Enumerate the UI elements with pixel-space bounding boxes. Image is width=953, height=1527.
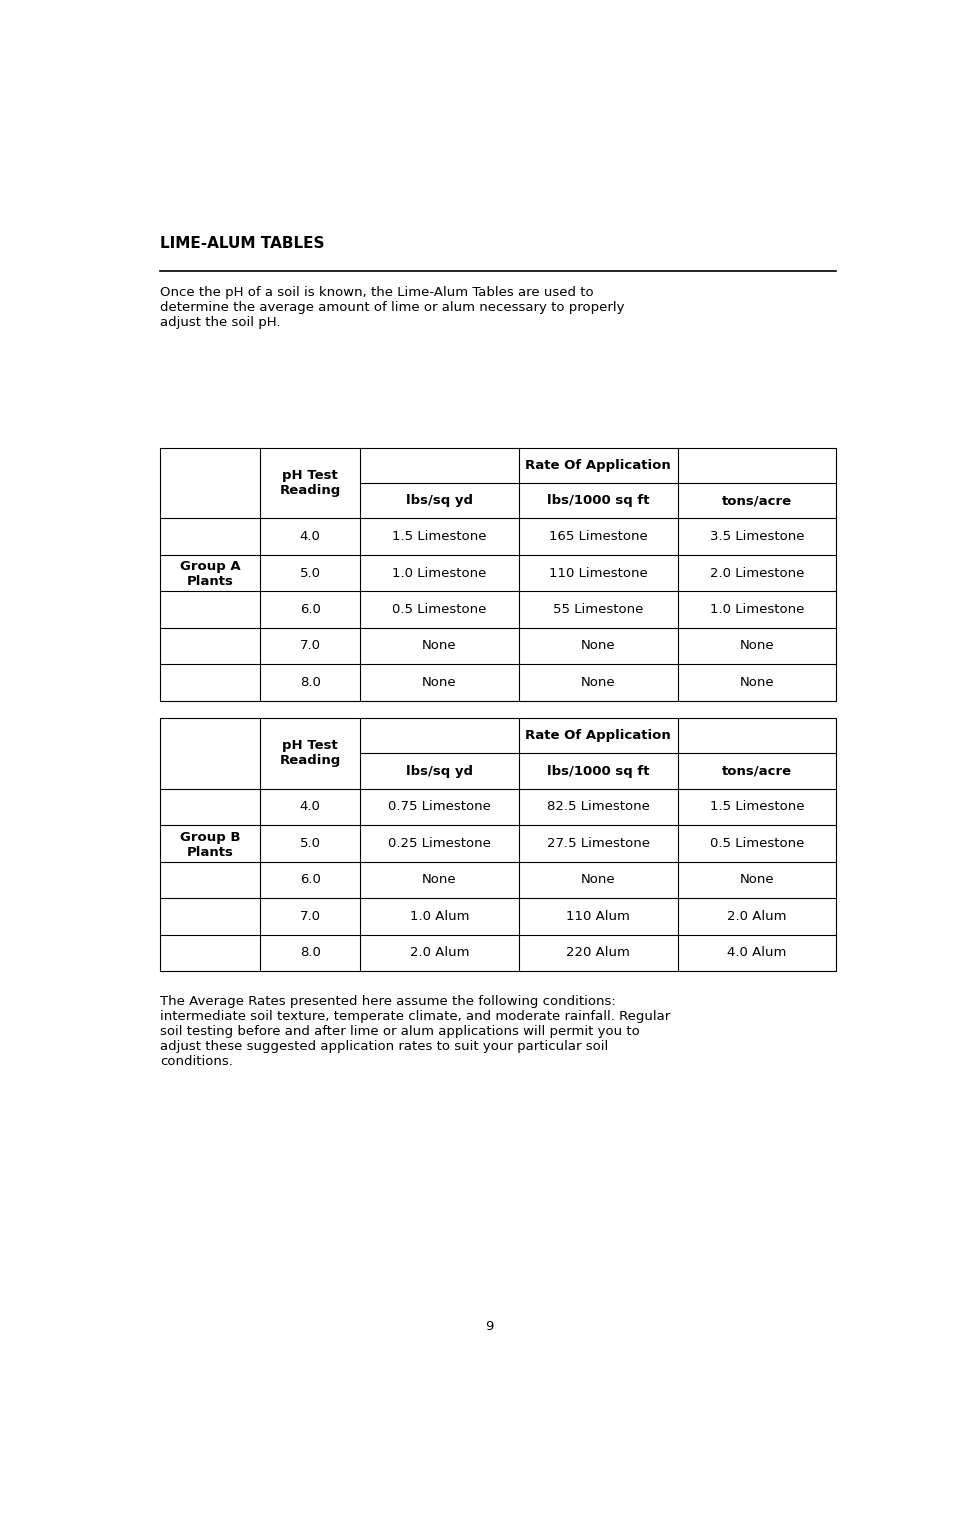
Text: 2.0 Alum: 2.0 Alum bbox=[410, 947, 469, 959]
Text: tons/acre: tons/acre bbox=[721, 495, 791, 507]
Text: 27.5 Limestone: 27.5 Limestone bbox=[546, 837, 649, 851]
Text: 1.0 Alum: 1.0 Alum bbox=[410, 910, 469, 922]
Text: 2.0 Alum: 2.0 Alum bbox=[726, 910, 786, 922]
Text: 9: 9 bbox=[484, 1321, 493, 1333]
Text: Group B
Plants: Group B Plants bbox=[179, 831, 240, 858]
Text: 55 Limestone: 55 Limestone bbox=[553, 603, 643, 615]
Text: 6.0: 6.0 bbox=[299, 603, 320, 615]
Text: lbs/sq yd: lbs/sq yd bbox=[406, 765, 473, 777]
Text: 0.75 Limestone: 0.75 Limestone bbox=[388, 800, 491, 814]
Text: Once the pH of a soil is known, the Lime-Alum Tables are used to
determine the a: Once the pH of a soil is known, the Lime… bbox=[160, 286, 624, 328]
Text: 220 Alum: 220 Alum bbox=[566, 947, 630, 959]
Text: pH Test
Reading: pH Test Reading bbox=[279, 739, 340, 768]
Text: 8.0: 8.0 bbox=[299, 947, 320, 959]
Text: lbs/1000 sq ft: lbs/1000 sq ft bbox=[546, 765, 649, 777]
Text: 4.0: 4.0 bbox=[299, 800, 320, 814]
Text: 165 Limestone: 165 Limestone bbox=[548, 530, 647, 544]
Text: lbs/sq yd: lbs/sq yd bbox=[406, 495, 473, 507]
Text: 6.0: 6.0 bbox=[299, 873, 320, 886]
Text: None: None bbox=[580, 873, 615, 886]
Text: None: None bbox=[739, 873, 774, 886]
Text: 82.5 Limestone: 82.5 Limestone bbox=[546, 800, 649, 814]
Text: The Average Rates presented here assume the following conditions:
intermediate s: The Average Rates presented here assume … bbox=[160, 994, 669, 1067]
Text: 0.25 Limestone: 0.25 Limestone bbox=[388, 837, 491, 851]
Text: LIME-ALUM TABLES: LIME-ALUM TABLES bbox=[160, 237, 324, 250]
Text: None: None bbox=[422, 873, 456, 886]
Text: None: None bbox=[739, 640, 774, 652]
Text: 7.0: 7.0 bbox=[299, 910, 320, 922]
Text: None: None bbox=[422, 640, 456, 652]
Bar bbox=[160, 718, 836, 971]
Text: Rate Of Application: Rate Of Application bbox=[525, 730, 671, 742]
Text: 0.5 Limestone: 0.5 Limestone bbox=[709, 837, 803, 851]
Text: Group A
Plants: Group A Plants bbox=[179, 560, 240, 588]
Text: 0.5 Limestone: 0.5 Limestone bbox=[392, 603, 486, 615]
Text: 1.0 Limestone: 1.0 Limestone bbox=[392, 567, 486, 580]
Text: 3.5 Limestone: 3.5 Limestone bbox=[709, 530, 803, 544]
Text: 7.0: 7.0 bbox=[299, 640, 320, 652]
Text: None: None bbox=[739, 676, 774, 689]
Text: tons/acre: tons/acre bbox=[721, 765, 791, 777]
Text: 110 Limestone: 110 Limestone bbox=[548, 567, 647, 580]
Bar bbox=[160, 447, 836, 701]
Text: None: None bbox=[580, 676, 615, 689]
Text: lbs/1000 sq ft: lbs/1000 sq ft bbox=[546, 495, 649, 507]
Text: 4.0: 4.0 bbox=[299, 530, 320, 544]
Text: 4.0 Alum: 4.0 Alum bbox=[726, 947, 786, 959]
Text: 5.0: 5.0 bbox=[299, 567, 320, 580]
Text: None: None bbox=[580, 640, 615, 652]
Text: 1.5 Limestone: 1.5 Limestone bbox=[709, 800, 803, 814]
Text: 8.0: 8.0 bbox=[299, 676, 320, 689]
Text: 1.5 Limestone: 1.5 Limestone bbox=[392, 530, 486, 544]
Text: pH Test
Reading: pH Test Reading bbox=[279, 469, 340, 498]
Text: 110 Alum: 110 Alum bbox=[566, 910, 630, 922]
Text: 5.0: 5.0 bbox=[299, 837, 320, 851]
Text: 1.0 Limestone: 1.0 Limestone bbox=[709, 603, 803, 615]
Text: 2.0 Limestone: 2.0 Limestone bbox=[709, 567, 803, 580]
Text: Rate Of Application: Rate Of Application bbox=[525, 460, 671, 472]
Text: None: None bbox=[422, 676, 456, 689]
